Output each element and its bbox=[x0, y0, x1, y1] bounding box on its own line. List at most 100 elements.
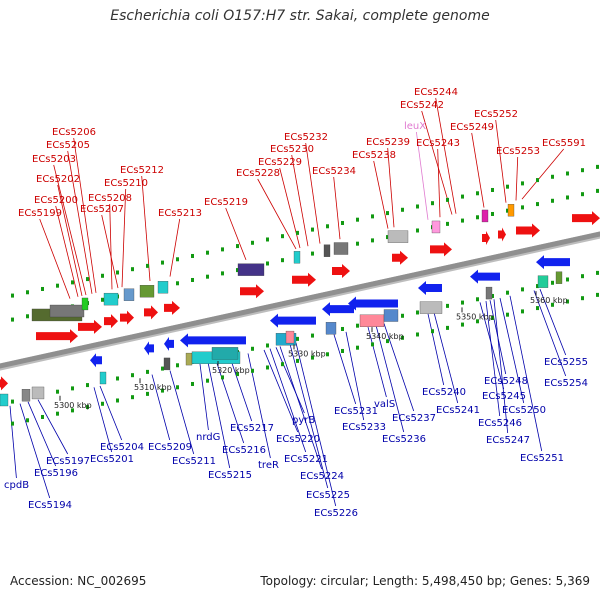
gene-block bbox=[387, 230, 409, 243]
gene-block bbox=[507, 204, 515, 217]
leader-line bbox=[199, 363, 209, 431]
track-dot bbox=[386, 211, 389, 216]
track-dot bbox=[371, 238, 374, 243]
track-dot bbox=[251, 368, 254, 373]
gene-label-top: ECs5232 bbox=[284, 132, 328, 143]
track-dot bbox=[11, 421, 14, 426]
track-dot bbox=[131, 395, 134, 400]
track-dot bbox=[341, 220, 344, 225]
gene-block bbox=[419, 301, 443, 314]
track-dot bbox=[281, 234, 284, 239]
leader-line bbox=[37, 399, 69, 455]
track-dot bbox=[191, 381, 194, 386]
track-dot bbox=[266, 237, 269, 242]
leader-line bbox=[416, 131, 429, 220]
gene-label-top: ECs5591 bbox=[542, 138, 586, 149]
track-dot bbox=[281, 258, 284, 263]
track-dot bbox=[296, 230, 299, 235]
tick-label: 5350 kbp bbox=[456, 312, 494, 321]
track-dot bbox=[461, 300, 464, 305]
gene-label-bottom: ECs5220 bbox=[276, 434, 320, 445]
tick-label: 5300 kbp bbox=[54, 401, 92, 410]
track-dot bbox=[551, 174, 554, 179]
track-dot bbox=[146, 263, 149, 268]
reverse-gene-arrow bbox=[322, 302, 354, 317]
gene-label-bottom: ECs5217 bbox=[230, 423, 274, 434]
track-dot bbox=[581, 168, 584, 173]
leader-line bbox=[169, 218, 181, 277]
leader-line bbox=[433, 312, 459, 404]
leader-line bbox=[269, 348, 307, 453]
track-dot bbox=[176, 281, 179, 286]
forward-gene-arrow bbox=[292, 272, 316, 287]
track-dot bbox=[476, 191, 479, 196]
gene-label-bottom: ECs5245 bbox=[482, 391, 526, 402]
track-dot bbox=[176, 363, 179, 368]
track-dot bbox=[566, 195, 569, 200]
gene-label-top: ECs5212 bbox=[120, 165, 164, 176]
gene-label-top: ECs5243 bbox=[416, 138, 460, 149]
forward-gene-arrow bbox=[164, 300, 180, 315]
gene-block bbox=[103, 292, 119, 306]
leader-line bbox=[383, 323, 415, 412]
gene-label-bottom: ECs5236 bbox=[382, 434, 426, 445]
gene-label-bottom: ECs5196 bbox=[34, 468, 78, 479]
track-dot bbox=[161, 366, 164, 371]
gene-label-bottom: ECs5251 bbox=[520, 453, 564, 464]
track-dot bbox=[566, 171, 569, 176]
gene-block bbox=[333, 242, 349, 255]
track-dot bbox=[71, 408, 74, 413]
leader-line bbox=[291, 154, 309, 247]
leader-line bbox=[435, 97, 457, 214]
gene-block bbox=[537, 275, 549, 288]
gene-label-bottom: ECs5231 bbox=[334, 406, 378, 417]
reverse-gene-arrow bbox=[144, 341, 154, 356]
gene-block bbox=[285, 330, 295, 344]
gene-block bbox=[21, 389, 31, 402]
leader-line bbox=[333, 176, 341, 240]
track-dot bbox=[11, 317, 14, 322]
track-dot bbox=[461, 218, 464, 223]
gene-label-top: ECs5244 bbox=[414, 87, 458, 98]
leader-line bbox=[57, 184, 83, 297]
track-dot bbox=[176, 385, 179, 390]
gene-label-top: ECs5200 bbox=[34, 195, 78, 206]
track-dot bbox=[311, 251, 314, 256]
track-dot bbox=[386, 339, 389, 344]
track-dot bbox=[251, 346, 254, 351]
gene-block bbox=[325, 322, 337, 335]
track-dot bbox=[476, 297, 479, 302]
gene-label-top: ECs5230 bbox=[270, 144, 314, 155]
track-dot bbox=[236, 372, 239, 377]
gene-block bbox=[49, 304, 85, 318]
track-dot bbox=[596, 270, 599, 275]
leader-line bbox=[279, 346, 323, 470]
leader-line bbox=[295, 342, 337, 507]
track-dot bbox=[341, 326, 344, 331]
gene-label-bottom: ECs5250 bbox=[502, 405, 546, 416]
track-dot bbox=[506, 312, 509, 317]
track-dot bbox=[86, 383, 89, 388]
track-dot bbox=[491, 293, 494, 298]
tick-label: 5320 kbp bbox=[212, 366, 250, 375]
gene-label-top: ECs5210 bbox=[104, 178, 148, 189]
track-dot bbox=[401, 207, 404, 212]
track-dot bbox=[491, 187, 494, 192]
leader-line bbox=[387, 147, 395, 228]
reverse-gene-arrow bbox=[270, 313, 316, 328]
track-dot bbox=[311, 355, 314, 360]
gene-label-bottom: cpdB bbox=[4, 480, 29, 491]
gene-label-bottom: ECs5237 bbox=[392, 413, 436, 424]
reverse-gene-arrow bbox=[418, 281, 442, 296]
gene-block bbox=[81, 297, 89, 311]
track-dot bbox=[536, 284, 539, 289]
track-dot bbox=[206, 250, 209, 255]
track-dot bbox=[131, 373, 134, 378]
track-dot bbox=[521, 205, 524, 210]
track-dot bbox=[326, 352, 329, 357]
track-dot bbox=[551, 198, 554, 203]
gene-label-bottom: ECs5197 bbox=[46, 456, 90, 467]
track-dot bbox=[191, 253, 194, 258]
gene-label-bottom: ECs5215 bbox=[208, 470, 252, 481]
gene-label-bottom: ECs5254 bbox=[544, 378, 588, 389]
